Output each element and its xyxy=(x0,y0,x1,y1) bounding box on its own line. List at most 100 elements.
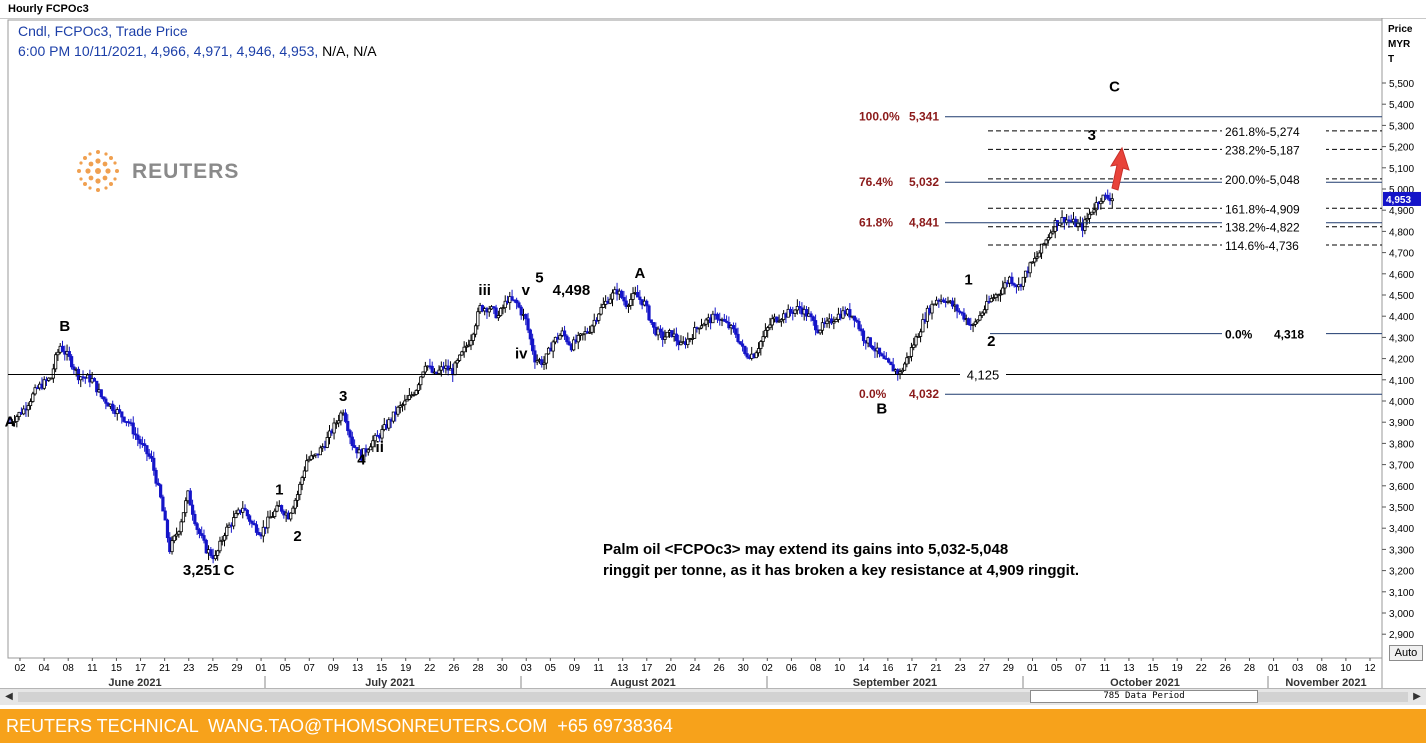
scroll-track[interactable] xyxy=(18,692,1408,702)
candle-body xyxy=(22,408,26,415)
x-tick-label: 23 xyxy=(183,663,195,674)
candle-body xyxy=(576,334,580,343)
candle-body xyxy=(257,532,261,535)
candle-body xyxy=(918,331,923,337)
candle-body xyxy=(647,305,651,321)
candle-body xyxy=(775,316,779,323)
candle-body xyxy=(380,429,384,439)
x-tick-label: 12 xyxy=(1364,663,1376,674)
x-tick-label: 09 xyxy=(328,663,340,674)
candle-body xyxy=(327,430,332,438)
candle-body xyxy=(761,336,765,342)
candle-body xyxy=(608,298,612,304)
candle-body xyxy=(941,299,946,302)
candle-body xyxy=(133,433,138,436)
candle-body xyxy=(254,524,259,533)
candle-body xyxy=(245,509,249,517)
fib-level-pct: 0.0% xyxy=(859,387,887,401)
x-tick-label: 06 xyxy=(786,663,798,674)
price-axis-header-2: MYR xyxy=(1388,39,1411,50)
candle-body xyxy=(300,477,304,485)
scroll-right-icon[interactable]: ▶ xyxy=(1413,691,1421,702)
x-tick-label: 15 xyxy=(376,663,388,674)
candle-body xyxy=(51,368,55,379)
candle-body xyxy=(396,406,400,415)
candle-body xyxy=(298,483,302,496)
y-tick-label: 3,100 xyxy=(1389,588,1414,599)
candle-body xyxy=(722,318,726,322)
candle-body xyxy=(1087,213,1092,219)
support-label-bg xyxy=(960,366,1006,383)
ohlc-open: 4,966, xyxy=(150,43,190,59)
y-tick-label: 4,200 xyxy=(1389,355,1414,366)
candle-body xyxy=(638,296,642,300)
candle-body xyxy=(56,351,60,356)
candle-body xyxy=(629,299,633,306)
wave-label: iv xyxy=(515,346,528,363)
candle-body xyxy=(1035,256,1039,259)
x-tick-label: 01 xyxy=(256,663,268,674)
x-tick-label: 22 xyxy=(1196,663,1208,674)
candle-body xyxy=(464,345,469,348)
candle-body xyxy=(515,299,519,304)
candle-body xyxy=(855,319,859,322)
candle-body xyxy=(814,320,818,331)
ohlc-extra: N/A, N/A xyxy=(322,43,377,59)
candle-body xyxy=(528,329,532,340)
candle-body xyxy=(15,416,19,422)
candle-body xyxy=(738,341,742,345)
candle-body xyxy=(871,346,875,350)
x-tick-label: 23 xyxy=(955,663,967,674)
candle-body xyxy=(1085,218,1089,221)
candle-body xyxy=(779,319,783,322)
candle-body xyxy=(832,321,836,324)
y-tick-label: 5,100 xyxy=(1389,164,1414,175)
candle-body xyxy=(307,458,311,462)
candle-body xyxy=(932,303,936,306)
auto-scale-button[interactable]: Auto xyxy=(1389,645,1423,661)
x-tick-label: 27 xyxy=(979,663,991,674)
x-tick-label: 03 xyxy=(521,663,533,674)
wave-label: 3,251 xyxy=(183,562,221,579)
y-tick-label: 4,900 xyxy=(1389,206,1414,217)
month-label: September 2021 xyxy=(853,677,937,689)
candle-body xyxy=(362,448,366,461)
y-tick-label: 4,500 xyxy=(1389,291,1414,302)
candle-body xyxy=(154,469,158,484)
annotation-line-1: Palm oil <FCPOc3> may extend its gains i… xyxy=(603,541,1009,558)
candle-body xyxy=(54,354,58,370)
candle-body xyxy=(610,292,615,300)
candle-body xyxy=(533,350,537,363)
candle-body xyxy=(216,550,220,556)
candle-body xyxy=(517,302,521,308)
candle-body xyxy=(734,328,738,335)
y-tick-label: 5,200 xyxy=(1389,143,1414,154)
wave-label: 4,498 xyxy=(553,282,591,299)
candle-body xyxy=(1094,202,1098,211)
candle-body xyxy=(1049,232,1053,238)
scroll-left-icon[interactable]: ◀ xyxy=(5,691,13,702)
wave-label: 3 xyxy=(1088,127,1096,144)
candle-body xyxy=(177,531,181,535)
candle-body xyxy=(28,401,33,407)
candle-body xyxy=(553,336,558,343)
candle-body xyxy=(273,510,277,517)
fib-projection-label-bg xyxy=(1222,123,1326,137)
y-tick-label: 3,200 xyxy=(1389,567,1414,578)
x-tick-label: 08 xyxy=(1316,663,1328,674)
candle-body xyxy=(437,369,441,374)
y-tick-label: 3,700 xyxy=(1389,461,1414,472)
y-tick-label: 3,500 xyxy=(1389,503,1414,514)
candle-body xyxy=(147,453,151,457)
x-tick-label: 25 xyxy=(207,663,219,674)
candle-body xyxy=(565,335,569,343)
x-tick-label: 11 xyxy=(1100,663,1111,674)
candle-body xyxy=(898,371,902,375)
instrument-info: Cndl, FCPOc3, Trade Price xyxy=(18,23,188,39)
target-arrow xyxy=(1110,146,1130,191)
candle-body xyxy=(829,318,834,324)
candle-body xyxy=(453,362,457,376)
candle-body xyxy=(117,409,122,413)
candle-body xyxy=(592,319,596,327)
